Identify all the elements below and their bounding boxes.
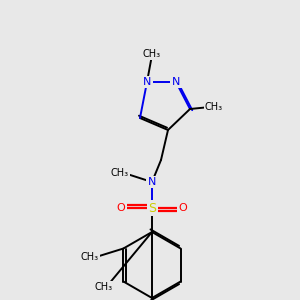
Text: O: O <box>178 203 188 213</box>
Text: CH₃: CH₃ <box>205 102 223 112</box>
Text: N: N <box>172 77 180 87</box>
Text: N: N <box>143 77 151 87</box>
Text: CH₃: CH₃ <box>111 168 129 178</box>
Text: S: S <box>148 202 156 214</box>
Text: N: N <box>148 177 156 187</box>
Text: CH₃: CH₃ <box>81 252 99 262</box>
Text: O: O <box>117 203 125 213</box>
Text: CH₃: CH₃ <box>95 282 113 292</box>
Text: CH₃: CH₃ <box>143 49 161 59</box>
